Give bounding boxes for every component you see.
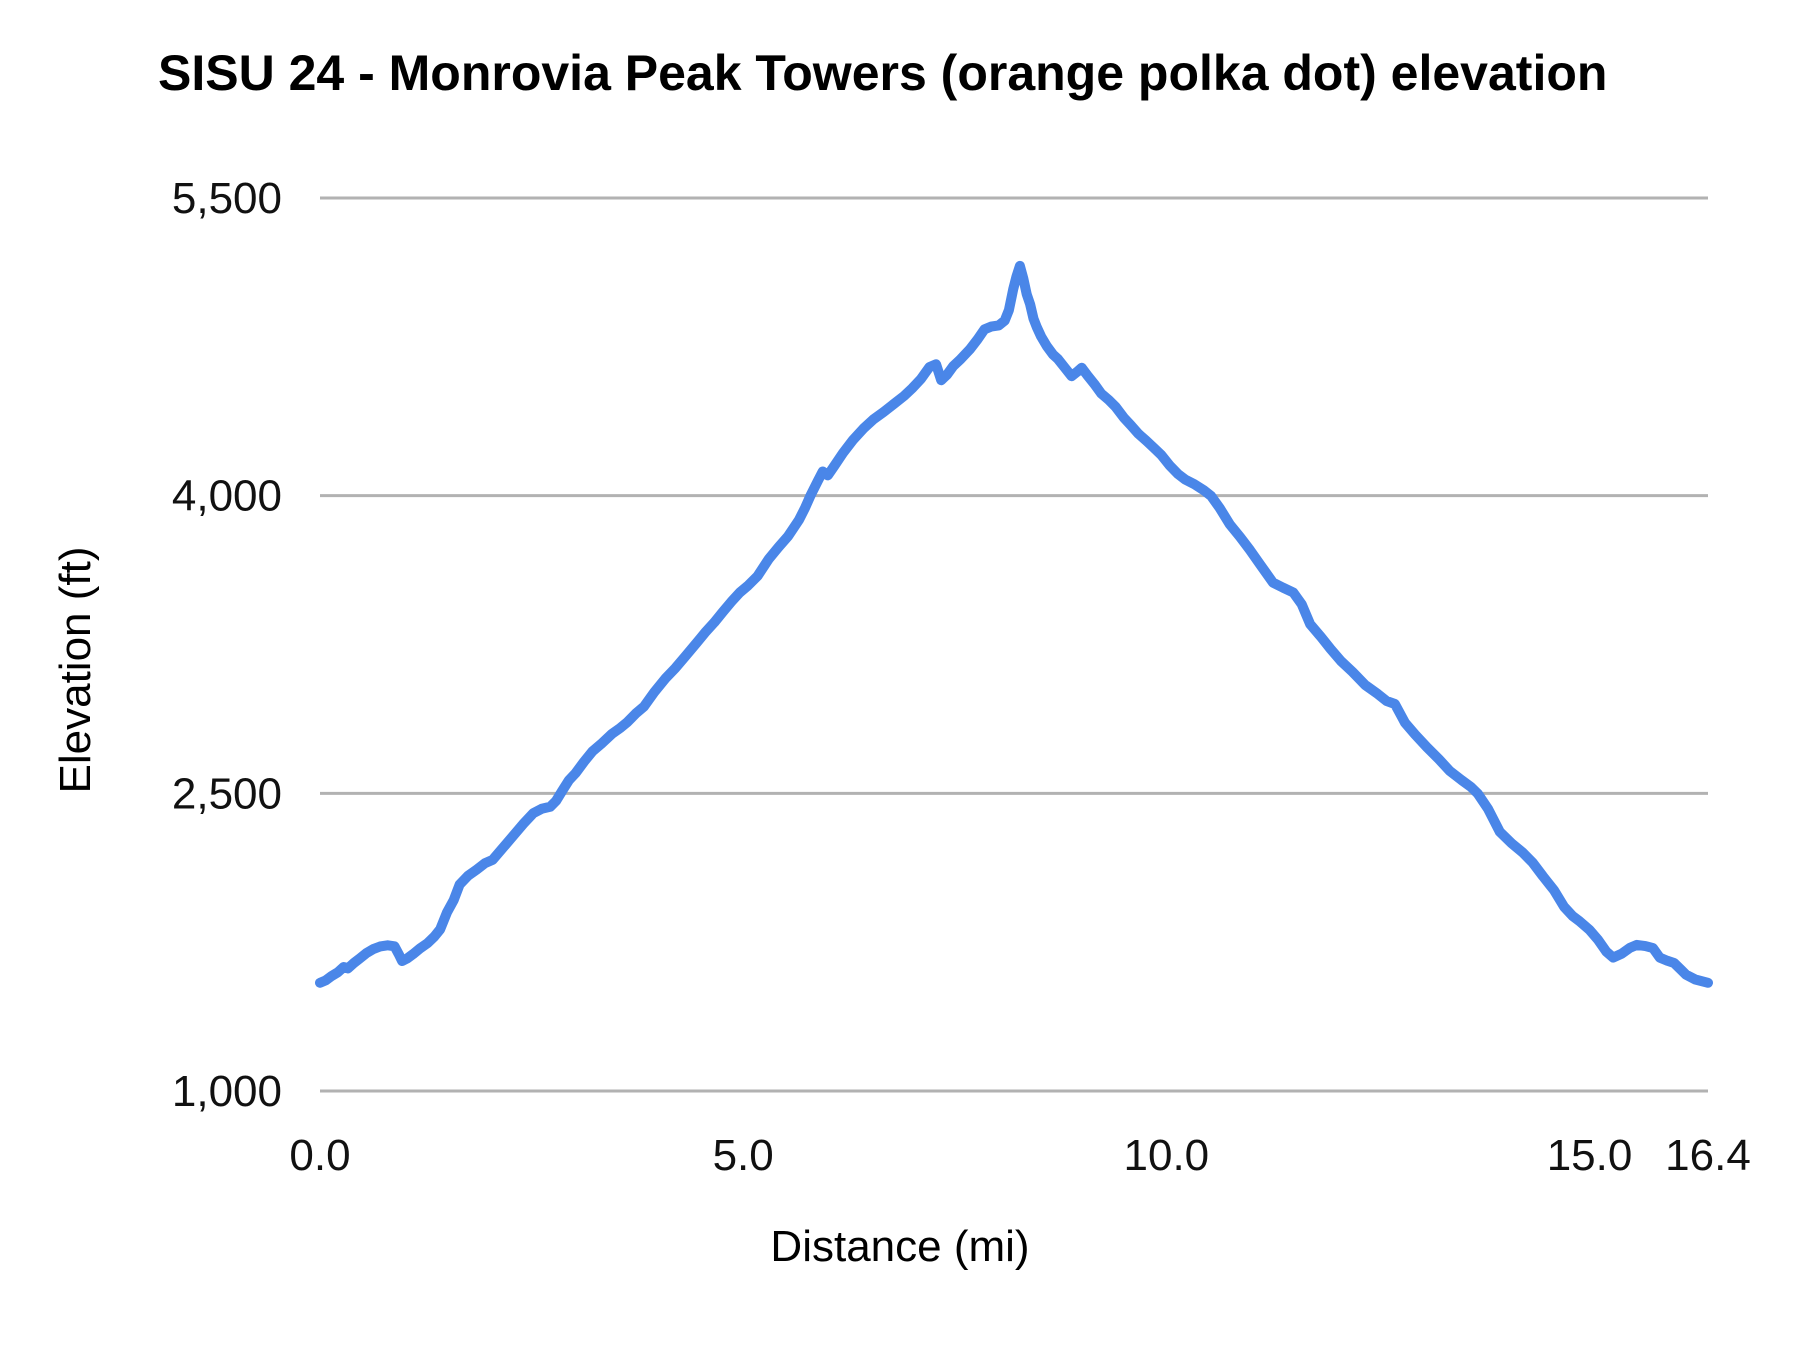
x-axis-title: Distance (mi) [770,1222,1030,1271]
y-tick-label: 2,500 [172,769,282,818]
chart-title: SISU 24 - Monrovia Peak Towers (orange p… [158,45,1608,101]
y-tick-label: 1,000 [172,1067,282,1116]
y-tick-label: 4,000 [172,472,282,521]
x-tick-label: 5.0 [713,1131,774,1180]
x-tick-label: 0.0 [289,1131,350,1180]
x-tick-label: 10.0 [1124,1131,1210,1180]
elevation-line [315,260,1713,988]
x-tick-label: 15.0 [1547,1131,1633,1180]
x-tick-label: 16.4 [1665,1131,1751,1180]
y-tick-label: 5,500 [172,174,282,223]
